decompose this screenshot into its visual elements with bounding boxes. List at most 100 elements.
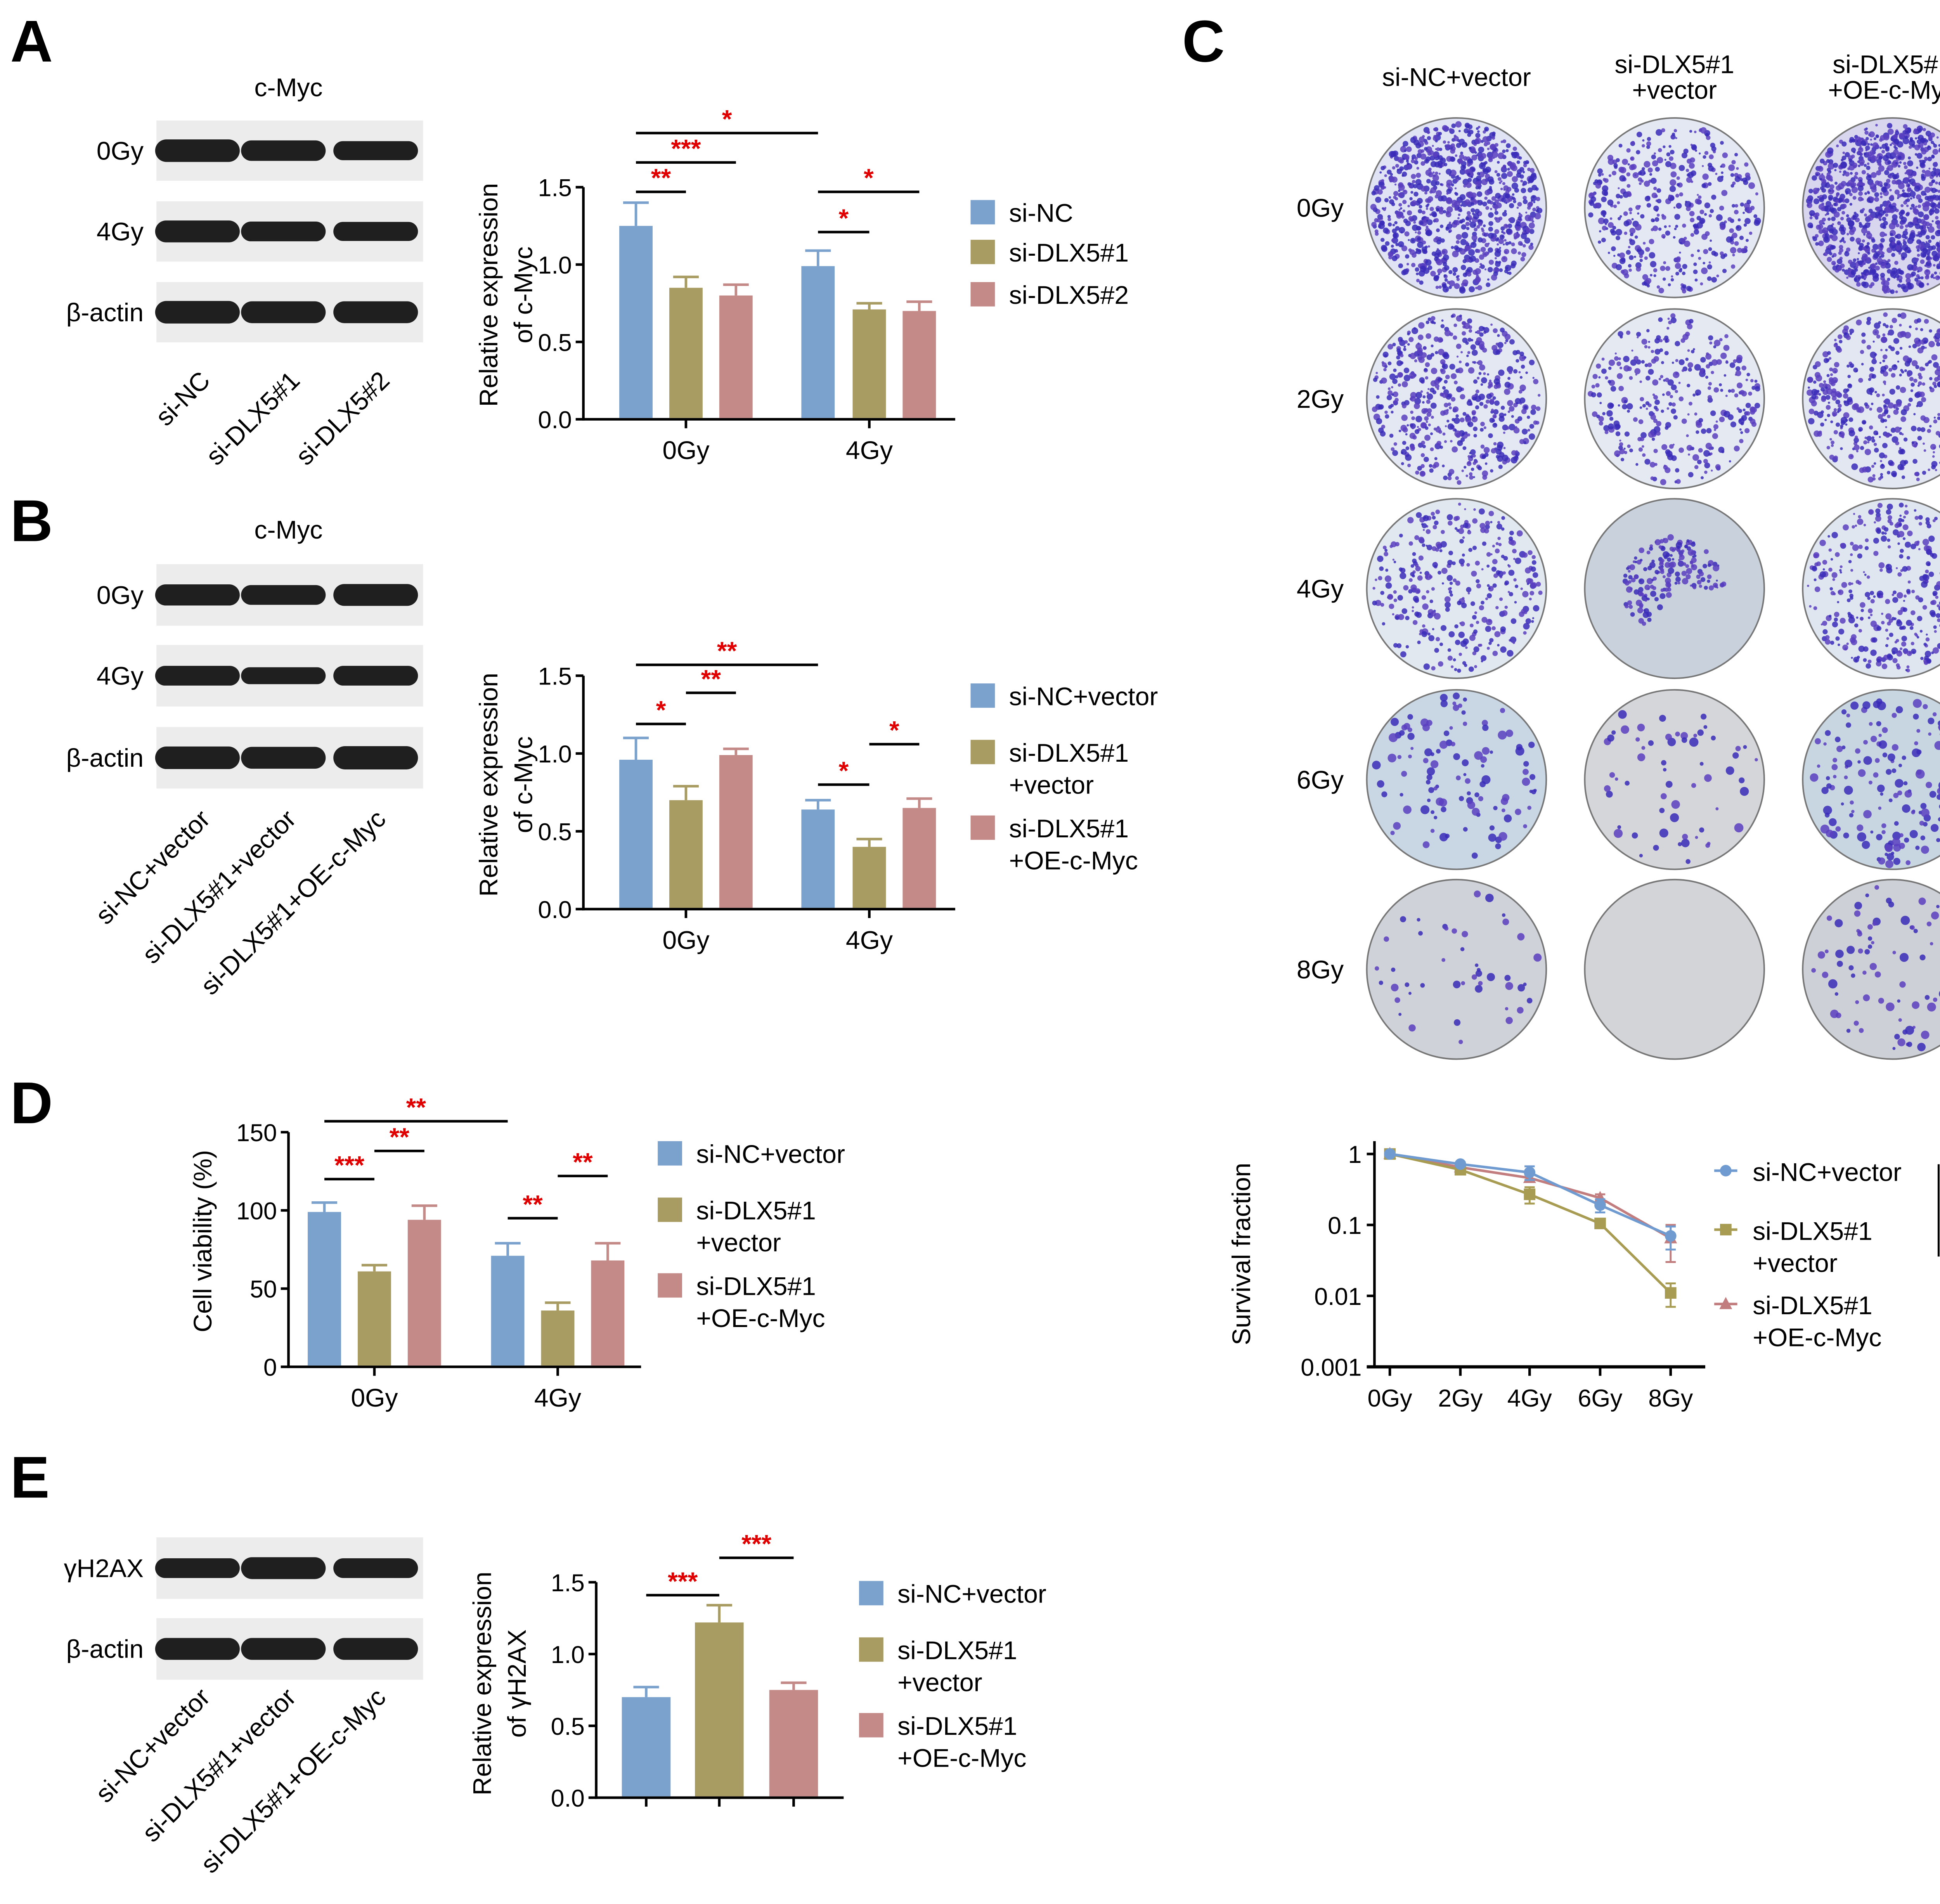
colony bbox=[1892, 436, 1898, 443]
colony bbox=[1453, 335, 1457, 340]
colony bbox=[1837, 411, 1840, 413]
colony bbox=[1481, 617, 1488, 623]
colony bbox=[1422, 395, 1426, 398]
colony bbox=[1867, 215, 1874, 221]
colony bbox=[1703, 450, 1710, 457]
colony bbox=[1681, 418, 1687, 424]
colony bbox=[1372, 600, 1377, 606]
colony bbox=[1489, 638, 1494, 643]
colony bbox=[1495, 843, 1501, 849]
colony bbox=[1536, 406, 1541, 411]
colony bbox=[1875, 134, 1879, 138]
colony bbox=[1911, 271, 1916, 277]
colony bbox=[1529, 359, 1535, 366]
colony bbox=[1894, 261, 1898, 265]
colony bbox=[1506, 228, 1512, 234]
colony bbox=[1448, 520, 1453, 526]
colony bbox=[1652, 160, 1658, 166]
colony bbox=[1870, 613, 1873, 617]
colony bbox=[1825, 201, 1832, 207]
colony bbox=[1855, 524, 1857, 527]
colony bbox=[1432, 525, 1437, 530]
colony bbox=[1646, 329, 1650, 333]
bar bbox=[719, 295, 753, 418]
colony bbox=[1887, 414, 1891, 418]
colony bbox=[1914, 144, 1920, 151]
colony bbox=[1520, 179, 1523, 183]
colony bbox=[1867, 251, 1871, 255]
colony bbox=[1829, 587, 1833, 591]
colony bbox=[1642, 167, 1645, 171]
colony bbox=[1431, 316, 1436, 321]
colony bbox=[1511, 415, 1514, 418]
colony bbox=[1646, 141, 1651, 146]
colony bbox=[1919, 630, 1923, 633]
blot-lane-label: si-DLX5#1 bbox=[201, 366, 305, 471]
colony bbox=[1661, 409, 1664, 413]
colony bbox=[1624, 450, 1628, 454]
colony bbox=[1425, 217, 1430, 222]
colony bbox=[1416, 279, 1420, 282]
colony bbox=[1754, 379, 1758, 383]
colony bbox=[1489, 201, 1493, 205]
plate-dish bbox=[1584, 308, 1765, 489]
colony bbox=[1902, 625, 1906, 630]
colony bbox=[1478, 126, 1481, 128]
colony bbox=[1454, 429, 1457, 432]
colony bbox=[1882, 393, 1885, 397]
colony bbox=[1510, 618, 1517, 624]
colony bbox=[1456, 275, 1459, 279]
colony bbox=[1668, 321, 1672, 325]
colony bbox=[1848, 560, 1852, 563]
colony bbox=[1666, 407, 1670, 410]
colony bbox=[1887, 123, 1893, 128]
plate-dish bbox=[1366, 689, 1547, 870]
colony bbox=[1419, 136, 1425, 142]
colony bbox=[1699, 210, 1704, 215]
colony bbox=[1654, 348, 1661, 355]
colony bbox=[1686, 286, 1692, 291]
colony bbox=[1618, 187, 1620, 189]
colony bbox=[1649, 173, 1652, 176]
colony bbox=[1858, 428, 1862, 432]
colony bbox=[1904, 135, 1908, 139]
colony bbox=[1414, 137, 1417, 140]
colony bbox=[1448, 590, 1453, 594]
colony bbox=[1418, 555, 1424, 561]
colony bbox=[1435, 236, 1439, 240]
colony bbox=[1691, 180, 1693, 183]
colony bbox=[1929, 257, 1932, 260]
colony bbox=[1403, 367, 1410, 373]
colony bbox=[1707, 276, 1712, 281]
colony bbox=[1827, 535, 1830, 538]
colony bbox=[1529, 774, 1536, 780]
colony bbox=[1935, 181, 1938, 185]
colony bbox=[1899, 431, 1902, 435]
colony bbox=[1393, 196, 1396, 199]
colony bbox=[1499, 268, 1503, 272]
colony bbox=[1635, 262, 1642, 269]
colony bbox=[1832, 578, 1835, 581]
colony bbox=[1478, 466, 1482, 471]
colony bbox=[1899, 515, 1902, 517]
colony bbox=[1899, 447, 1902, 450]
colony bbox=[1634, 174, 1637, 177]
colony bbox=[1497, 243, 1499, 246]
y-tick-label: 0.0 bbox=[538, 896, 572, 923]
colony bbox=[1897, 173, 1899, 175]
colony bbox=[1431, 180, 1437, 187]
colony bbox=[1838, 334, 1843, 340]
colony bbox=[1387, 222, 1392, 227]
colony bbox=[1467, 422, 1471, 426]
colony bbox=[1416, 512, 1422, 518]
colony bbox=[1834, 339, 1837, 341]
colony bbox=[1623, 355, 1630, 362]
colony bbox=[1495, 542, 1499, 546]
colony bbox=[1459, 539, 1464, 544]
colony bbox=[1641, 339, 1647, 345]
colony bbox=[1406, 162, 1410, 165]
colony bbox=[1871, 402, 1874, 405]
colony bbox=[1924, 319, 1929, 324]
colony bbox=[1462, 597, 1465, 600]
colony bbox=[1663, 261, 1666, 265]
